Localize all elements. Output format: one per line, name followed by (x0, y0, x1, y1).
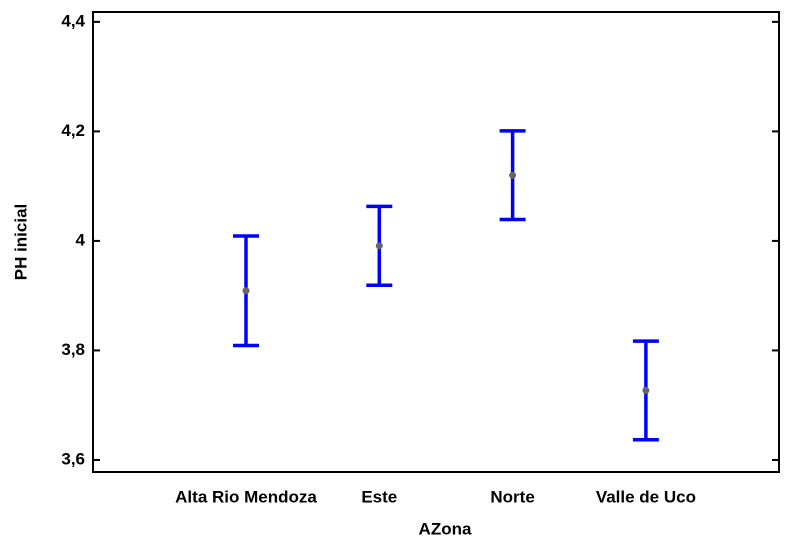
y-axis-label: PH inicial (11, 204, 30, 281)
y-tick-label: 4,4 (61, 11, 85, 30)
x-tick-label: Este (361, 487, 397, 506)
x-tick-label: Alta Rio Mendoza (175, 487, 317, 506)
x-axis-label: AZona (419, 519, 472, 538)
mean-point (375, 242, 383, 250)
mean-point (642, 386, 650, 394)
y-tick-label: 4 (76, 230, 86, 249)
mean-point (509, 171, 517, 179)
mean-point (242, 287, 250, 295)
y-tick-label: 4,2 (61, 121, 85, 140)
y-tick-label: 3,8 (61, 340, 85, 359)
x-tick-label: Valle de Uco (596, 487, 696, 506)
plot-frame (92, 11, 780, 473)
x-tick-label: Norte (490, 487, 534, 506)
y-tick-label: 3,6 (61, 449, 85, 468)
